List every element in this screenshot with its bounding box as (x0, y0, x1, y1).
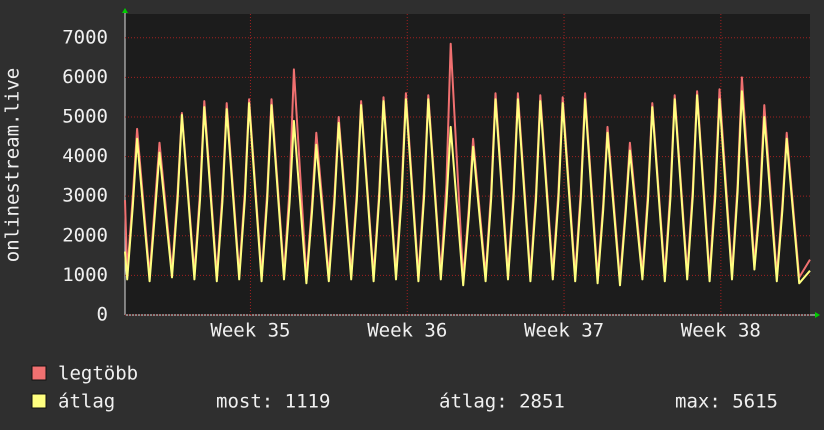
y-tick-label: 6000 (62, 66, 108, 88)
y-tick-label: 5000 (62, 105, 108, 127)
x-tick-label: Week 37 (524, 320, 604, 342)
legend-swatch (31, 393, 47, 409)
y-tick-label: 0 (97, 304, 108, 326)
x-tick-label: Week 38 (681, 320, 761, 342)
x-tick-label: Week 36 (367, 320, 447, 342)
series-line (124, 90, 811, 287)
y-arrow (122, 8, 128, 13)
y-tick-label: 7000 (62, 26, 108, 48)
x-arrow (815, 312, 820, 318)
legend-label: legtöbb (58, 363, 138, 385)
legend-stat: max: 5615 (675, 391, 778, 413)
legend-label: átlag (58, 391, 115, 413)
legend-stat: átlag: 2851 (439, 391, 565, 413)
plot-area (125, 14, 810, 315)
x-tick-label: Week 35 (210, 320, 290, 342)
y-tick-label: 2000 (62, 224, 108, 246)
y-tick-label: 4000 (62, 145, 108, 167)
y-axis-label: onlinestream.live (2, 68, 24, 262)
legend-swatch (31, 365, 47, 381)
y-tick-label: 1000 (62, 264, 108, 286)
legend-stat: most: 1119 (216, 391, 330, 413)
y-tick-label: 3000 (62, 185, 108, 207)
